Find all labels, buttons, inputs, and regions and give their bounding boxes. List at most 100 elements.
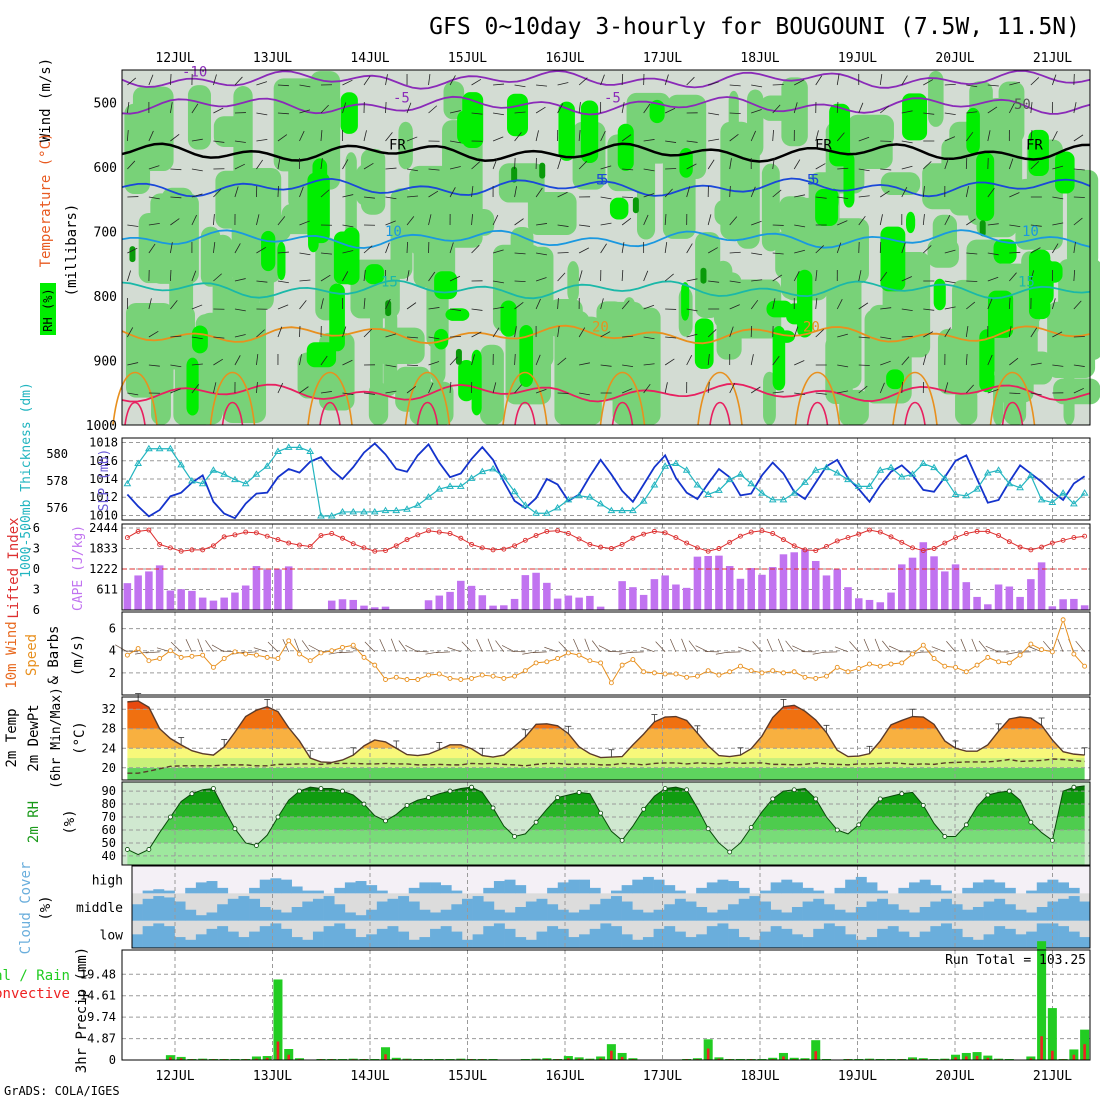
cape-bar bbox=[123, 583, 132, 610]
surface-barb bbox=[1028, 646, 1042, 653]
wind-barb bbox=[320, 104, 329, 114]
wind-barb bbox=[1030, 247, 1041, 254]
wind-speed-point bbox=[910, 651, 915, 657]
cloud-low-bar bbox=[632, 939, 644, 948]
cloud-low-bar bbox=[323, 926, 335, 948]
rh-tick: 70 bbox=[102, 810, 116, 824]
wind-barb bbox=[406, 302, 417, 310]
thickness-ylabel: 1000-500mb Thickness (dm) bbox=[19, 382, 34, 578]
cloud-high-bar bbox=[845, 879, 857, 894]
rh-patch-bright bbox=[979, 329, 995, 393]
wind-barb bbox=[578, 160, 588, 170]
wind-barb bbox=[1030, 77, 1040, 86]
li-point bbox=[641, 531, 647, 537]
li-point bbox=[802, 547, 808, 553]
precip-conv-bar bbox=[911, 1058, 914, 1060]
wind-barb bbox=[707, 354, 710, 366]
rh-patch-mid bbox=[763, 371, 776, 425]
cloud-high-bar bbox=[259, 879, 271, 894]
wind-speed-point bbox=[716, 672, 722, 678]
cloud-middle-bar bbox=[611, 896, 622, 921]
cloud-high-bar bbox=[440, 885, 452, 894]
wind-barb bbox=[126, 130, 129, 142]
contour-label: 20 bbox=[592, 320, 609, 336]
wind-barb bbox=[299, 252, 311, 256]
rh-point bbox=[770, 796, 776, 802]
wind-barb bbox=[729, 216, 738, 226]
wind-barb bbox=[256, 214, 260, 226]
cloud-low-bar bbox=[504, 928, 516, 948]
thickness-point bbox=[424, 493, 433, 500]
wind-barb bbox=[170, 102, 173, 114]
temp-frame bbox=[121, 696, 1091, 781]
wind-speed-point bbox=[490, 673, 496, 679]
precip-tick: 9.74 bbox=[87, 1010, 116, 1024]
wind-barb bbox=[406, 364, 419, 367]
wind-barb bbox=[449, 242, 454, 254]
wind-speed-point bbox=[135, 646, 141, 651]
wind-barb bbox=[858, 102, 864, 114]
wind-barb bbox=[514, 252, 526, 255]
li-point bbox=[587, 541, 593, 547]
cloud-low-bar bbox=[760, 931, 771, 948]
wind-speed-point bbox=[210, 664, 216, 670]
wind-barb bbox=[213, 382, 217, 394]
wind-barb bbox=[600, 298, 604, 310]
thickness-point bbox=[897, 473, 906, 480]
cape-bar bbox=[1037, 562, 1046, 610]
cloud-low-bar bbox=[206, 928, 218, 948]
li-point bbox=[899, 539, 905, 545]
contour-label: -5 bbox=[393, 91, 410, 107]
cape-bar bbox=[446, 591, 454, 610]
cloud-ylabel-b: (%) bbox=[38, 895, 54, 920]
wind-barb bbox=[385, 298, 391, 310]
rh-point bbox=[404, 802, 410, 808]
wind-barb bbox=[557, 326, 560, 338]
thickness-point bbox=[876, 466, 885, 473]
cape-bar bbox=[833, 569, 842, 610]
cloud-middle-bar bbox=[440, 909, 452, 921]
wind-barb bbox=[708, 81, 719, 86]
wind-barb bbox=[772, 130, 774, 142]
li-point bbox=[619, 541, 625, 547]
surface-barb bbox=[598, 645, 612, 653]
li-point bbox=[1071, 535, 1077, 541]
cloud-middle-bar bbox=[898, 909, 910, 921]
wind-barb bbox=[750, 354, 754, 366]
surface-barb bbox=[792, 645, 806, 653]
cloud-low-bar bbox=[706, 926, 718, 948]
rh-patch-mid bbox=[612, 307, 661, 425]
wind-barb bbox=[880, 190, 890, 198]
wind-barb bbox=[127, 77, 137, 86]
cape-bar bbox=[747, 568, 755, 610]
surface-barb bbox=[328, 651, 343, 655]
rh-patch-mid bbox=[732, 279, 782, 339]
cloud-low-bar bbox=[877, 928, 889, 948]
li-point bbox=[522, 537, 528, 543]
rh-patch-bright bbox=[434, 271, 458, 300]
surface-barb bbox=[629, 651, 644, 653]
thickness-point bbox=[1037, 495, 1046, 503]
li-point bbox=[340, 535, 345, 541]
wind-speed-point bbox=[350, 642, 356, 648]
wind-barb bbox=[471, 186, 474, 198]
wind-barb bbox=[342, 250, 354, 254]
wind-barb bbox=[621, 242, 625, 254]
cloud-row-label: middle bbox=[76, 901, 123, 916]
surface-barb bbox=[573, 638, 580, 652]
wind-barb bbox=[320, 355, 328, 366]
top-date-label: 12JUL bbox=[155, 51, 194, 66]
cloud-high-bar bbox=[696, 887, 708, 894]
wind-barb bbox=[514, 132, 522, 142]
cloud-middle-bar bbox=[185, 909, 197, 921]
cape-ylabel: CAPE (J/kg) bbox=[71, 525, 86, 611]
isotherm-bulge bbox=[404, 372, 451, 426]
wind-barb bbox=[1073, 168, 1085, 171]
wind-barb bbox=[686, 243, 693, 254]
wind-barb bbox=[299, 84, 311, 88]
cloud-low-bar bbox=[334, 923, 346, 948]
wind-barb bbox=[256, 81, 268, 86]
wind-barb bbox=[557, 272, 566, 282]
precip-conv-bar bbox=[1029, 1058, 1033, 1060]
rh-patch-bright bbox=[976, 152, 995, 222]
